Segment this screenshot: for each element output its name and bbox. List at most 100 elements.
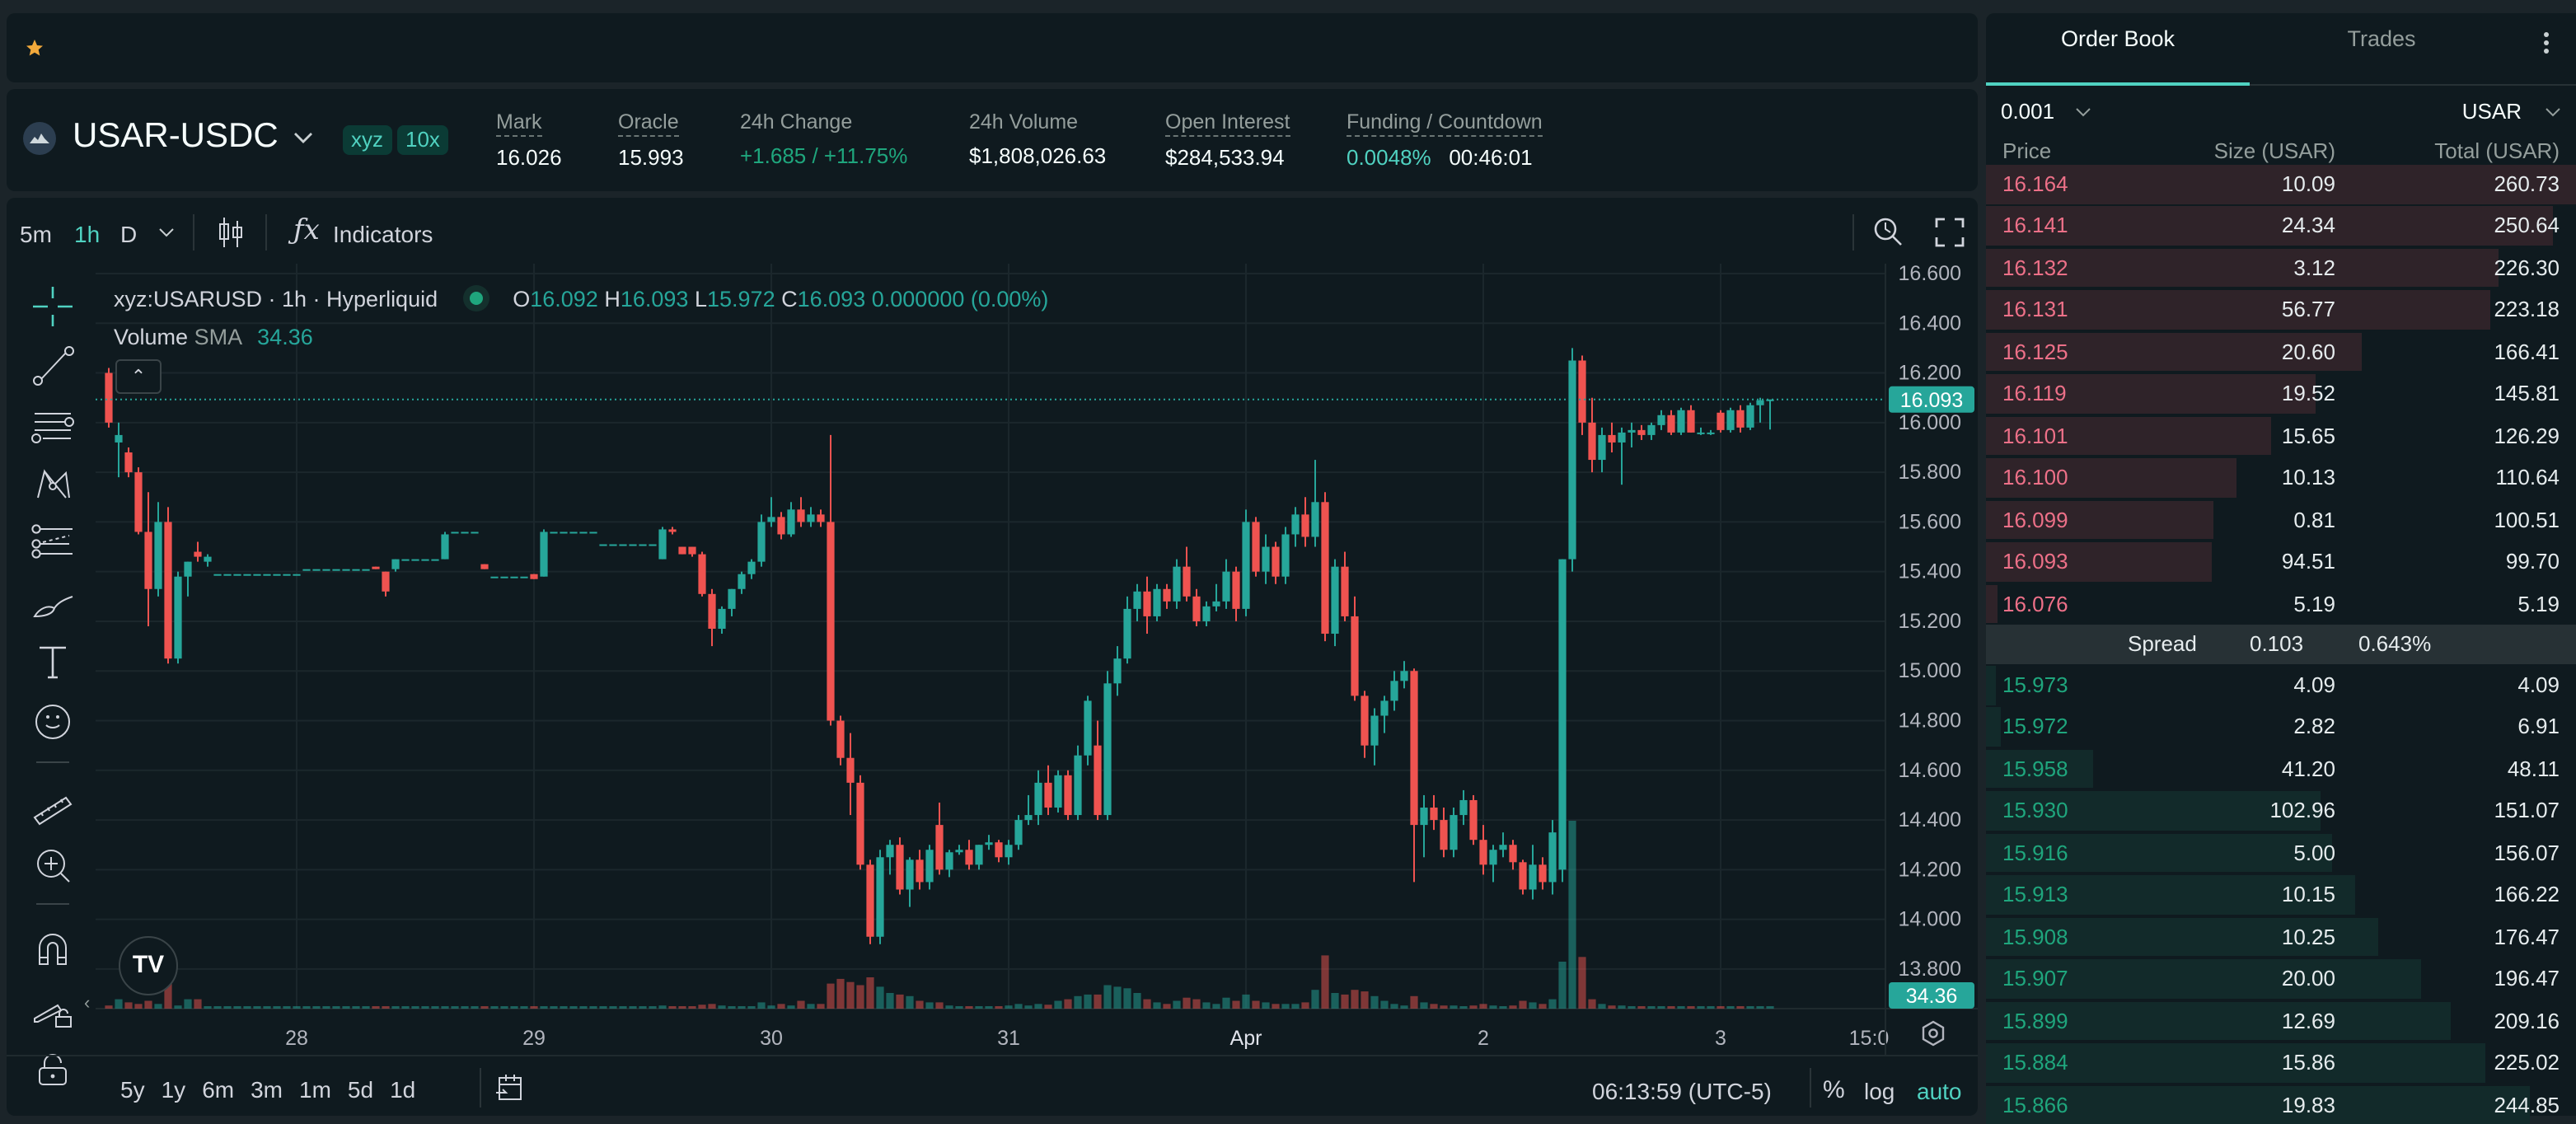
candle-body (223, 574, 232, 576)
bid-row[interactable]: 15.899 12.69 209.16 (1986, 1001, 2576, 1041)
bid-row[interactable]: 15.916 5.00 156.07 (1986, 833, 2576, 873)
ask-row[interactable]: 16.101 15.65 126.29 (1986, 416, 2576, 456)
volume-bar (213, 1006, 222, 1009)
zoom-tool[interactable] (30, 844, 76, 890)
interval-5m[interactable]: 5m (20, 221, 52, 247)
log-toggle[interactable]: log (1864, 1078, 1895, 1104)
range-5d[interactable]: 5d (347, 1076, 374, 1103)
volume-bar (579, 1006, 588, 1009)
chevron-down-icon[interactable] (158, 226, 175, 239)
volume-bar (1163, 1004, 1171, 1009)
candle-body (352, 569, 360, 571)
range-1d[interactable]: 1d (390, 1076, 416, 1103)
interval-1h[interactable]: 1h (74, 221, 101, 247)
range-5y[interactable]: 5y (120, 1076, 145, 1103)
range-1m[interactable]: 1m (299, 1076, 331, 1103)
volume-bar (1746, 1006, 1754, 1009)
ask-row[interactable]: 16.093 94.51 99.70 (1986, 542, 2576, 582)
bid-row[interactable]: 15.913 10.15 166.22 (1986, 875, 2576, 915)
interval-d[interactable]: D (120, 221, 138, 247)
size: 10.15 (2281, 882, 2335, 907)
volume-bar (1647, 1006, 1656, 1009)
brush-tool[interactable] (30, 580, 76, 626)
volume-bar (1726, 1006, 1735, 1009)
candle-body (757, 522, 766, 562)
high-value: 16.093 (620, 287, 689, 311)
bid-row[interactable]: 15.908 10.25 176.47 (1986, 917, 2576, 957)
horizontal-lines-tool[interactable] (30, 402, 76, 448)
emoji-tool[interactable] (30, 699, 76, 745)
unit-select[interactable]: USAR (2462, 99, 2561, 124)
bid-row[interactable]: 15.958 41.20 48.11 (1986, 749, 2576, 789)
ask-row[interactable]: 16.132 3.12 226.30 (1986, 248, 2576, 288)
candle-body (777, 517, 785, 535)
ask-row[interactable]: 16.119 19.52 145.81 (1986, 374, 2576, 414)
tab-order-book[interactable]: Order Book (2060, 26, 2176, 51)
ask-row[interactable]: 16.076 5.19 5.19 (1986, 584, 2576, 623)
ask-row[interactable]: 16.164 10.09 260.73 (1986, 165, 2576, 204)
collapse-legend-button[interactable]: ⌃ (115, 359, 162, 394)
lock-drawings-tool[interactable] (30, 986, 76, 1032)
parallel-lines-icon (31, 413, 74, 443)
volume-bar (471, 1006, 479, 1009)
magnet-tool[interactable] (30, 926, 76, 972)
ask-row[interactable]: 16.141 24.34 250.64 (1986, 206, 2576, 246)
bid-row[interactable]: 15.930 102.96 151.07 (1986, 791, 2576, 831)
volume-bar (322, 1006, 330, 1009)
brush-icon (33, 596, 73, 618)
chart-legend: xyz:USARUSD · 1h · Hyperliquid O16.092 H… (114, 285, 1048, 311)
auto-toggle[interactable]: auto (1917, 1078, 1962, 1104)
range-6m[interactable]: 6m (202, 1076, 235, 1103)
star-icon[interactable] (25, 38, 44, 58)
fib-tool[interactable] (30, 521, 76, 567)
tick-size-select[interactable]: 0.001 (2001, 99, 2091, 124)
candle-body (1558, 559, 1567, 870)
tradingview-logo[interactable]: TV (119, 936, 178, 995)
date-range-icon[interactable] (494, 1073, 524, 1103)
crosshair-tool[interactable] (30, 283, 76, 330)
price-chart[interactable]: 16.600 16.400 16.200 16.000 15.800 15.600 15.4… (96, 264, 1978, 1055)
trendline-tool[interactable] (30, 343, 76, 389)
function-icon[interactable]: ƒx (293, 214, 320, 247)
candle-body (1687, 410, 1695, 433)
candles-icon[interactable] (216, 216, 246, 249)
bid-row[interactable]: 15.884 15.86 225.02 (1986, 1043, 2576, 1083)
leverage-badge[interactable]: 10x (397, 125, 448, 155)
bid-row[interactable]: 15.972 2.82 6.91 (1986, 707, 2576, 747)
chart-panel: 5m 1h D ƒx Indicators ‹ 16.600 16.400 16.2… (7, 198, 1978, 1116)
tab-trades[interactable]: Trades (2347, 26, 2416, 51)
pair-selector[interactable]: USAR-USDC (73, 117, 279, 155)
volume-bar (184, 999, 192, 1009)
text-tool[interactable] (30, 639, 76, 686)
bid-row[interactable]: 15.866 19.83 244.85 (1986, 1085, 2576, 1124)
more-options-icon[interactable] (2541, 30, 2551, 56)
screenshot-search-icon[interactable] (1872, 216, 1905, 249)
volume-bar (1222, 997, 1230, 1009)
total: 4.09 (2517, 672, 2560, 697)
candle-body (1370, 715, 1379, 746)
indicators-button[interactable]: Indicators (333, 221, 433, 247)
percent-toggle[interactable]: % (1823, 1076, 1845, 1104)
fullscreen-icon[interactable] (1935, 218, 1965, 247)
ask-row[interactable]: 16.100 10.13 110.64 (1986, 458, 2576, 498)
measure-tool[interactable] (30, 784, 76, 831)
range-1y[interactable]: 1y (161, 1076, 186, 1103)
volume-bar (1321, 955, 1329, 1009)
bid-row[interactable]: 15.973 4.09 4.09 (1986, 666, 2576, 705)
volume-bar (115, 999, 123, 1009)
total: 196.47 (2494, 966, 2560, 991)
clock[interactable]: 06:13:59 (UTC-5) (1592, 1078, 1772, 1104)
depth-bar (1986, 917, 2377, 957)
volume-bar (1173, 1000, 1181, 1009)
ask-row[interactable]: 16.099 0.81 100.51 (1986, 500, 2576, 540)
pattern-tool[interactable] (30, 461, 76, 508)
candle-body (1331, 566, 1339, 635)
ask-row[interactable]: 16.131 56.77 223.18 (1986, 290, 2576, 330)
lock-tool[interactable] (30, 1045, 76, 1091)
bid-row[interactable]: 15.907 20.00 196.47 (1986, 959, 2576, 999)
range-3m[interactable]: 3m (251, 1076, 283, 1103)
ask-row[interactable]: 16.125 20.60 166.41 (1986, 332, 2576, 372)
settings-icon[interactable] (1920, 1020, 1946, 1047)
collapse-toolbar-icon[interactable]: ‹ (84, 994, 91, 1014)
chevron-down-icon[interactable] (292, 130, 315, 147)
